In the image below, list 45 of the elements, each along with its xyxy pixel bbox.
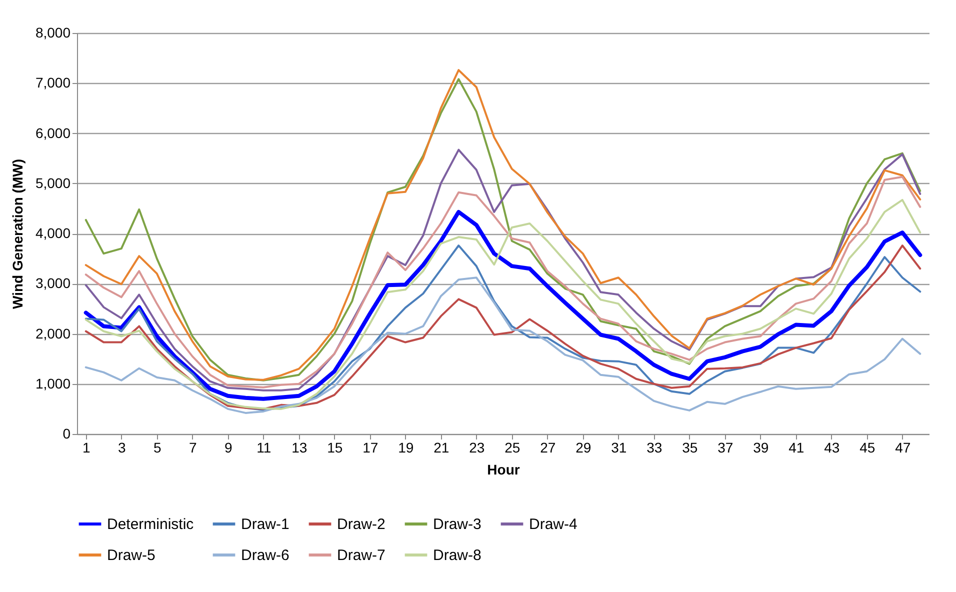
y-axis-title: Wind Generation (MW) — [9, 159, 26, 309]
x-tick-label: 5 — [153, 440, 162, 456]
legend-label: Draw-6 — [241, 547, 290, 564]
legend-label: Draw-3 — [433, 516, 482, 533]
y-tick-label: 1,000 — [35, 375, 71, 392]
y-tick-label: 0 — [62, 426, 71, 442]
x-tick-label: 45 — [860, 440, 876, 456]
x-tick-label: 1 — [82, 440, 90, 456]
x-tick-label: 21 — [434, 440, 450, 456]
x-tick-label: 19 — [398, 440, 414, 456]
legend-label: Draw-8 — [433, 547, 482, 564]
legend-label: Deterministic — [107, 516, 194, 533]
x-tick-label: 9 — [224, 440, 232, 456]
y-tick-label: 6,000 — [35, 124, 71, 141]
x-tick-label: 23 — [469, 440, 485, 456]
x-tick-label: 41 — [788, 440, 804, 456]
line-series — [84, 276, 922, 414]
legend-label: Draw-7 — [337, 547, 386, 564]
x-tick-label: 11 — [256, 440, 272, 456]
x-tick-label: 27 — [540, 440, 556, 456]
x-tick-label: 13 — [292, 440, 308, 456]
y-tick-label: 4,000 — [35, 225, 71, 241]
x-tick-label: 37 — [718, 440, 734, 456]
x-tick-label: 35 — [682, 440, 698, 456]
x-tick-label: 47 — [895, 440, 911, 456]
y-tick-label: 5,000 — [35, 174, 71, 191]
x-tick-label: 17 — [362, 440, 378, 456]
x-tick-label: 43 — [824, 440, 840, 456]
y-tick-label: 3,000 — [35, 275, 71, 292]
x-axis-title: Hour — [487, 462, 520, 478]
x-tick-label: 29 — [576, 440, 592, 456]
x-tick-label: 25 — [504, 440, 520, 456]
x-tick-label: 3 — [118, 440, 126, 456]
y-tick-label: 2,000 — [35, 325, 71, 342]
legend-label: Draw-5 — [107, 547, 156, 564]
legend-label: Draw-2 — [337, 516, 386, 533]
y-tick-label: 7,000 — [35, 74, 71, 91]
x-tick-label: 33 — [646, 440, 662, 456]
x-tick-label: 15 — [327, 440, 343, 456]
x-tick-label: 7 — [188, 440, 197, 456]
legend-label: Draw-1 — [241, 516, 290, 533]
legend-label: Draw-4 — [529, 516, 578, 533]
x-tick-label: 31 — [611, 440, 627, 456]
x-tick-label: 39 — [753, 440, 769, 456]
y-tick-label: 8,000 — [35, 24, 71, 40]
